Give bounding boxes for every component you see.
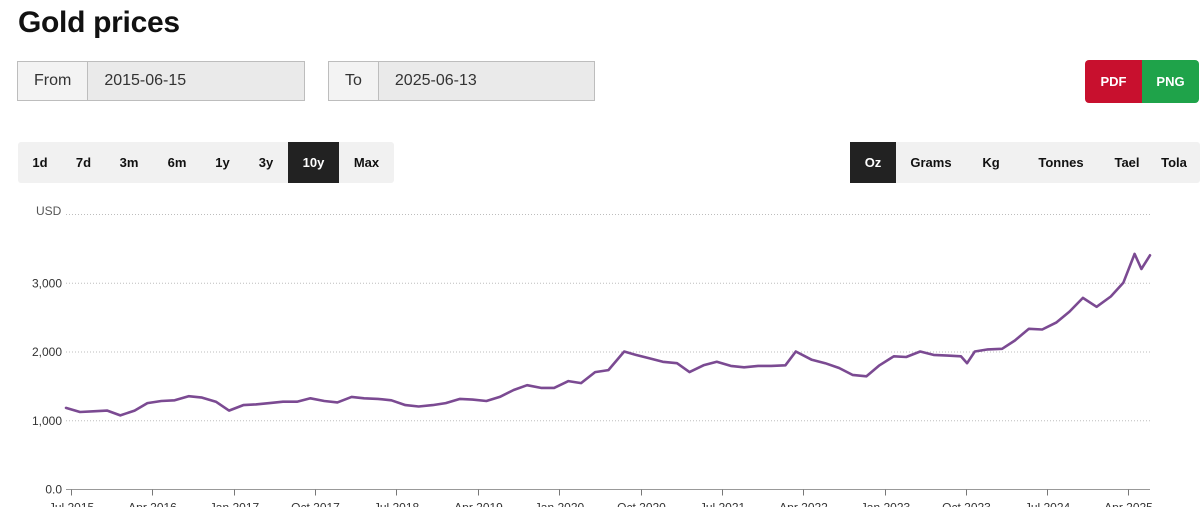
range-option-3y[interactable]: 3y xyxy=(258,155,274,170)
x-tick-label: Jan 2020 xyxy=(535,501,585,507)
y-axis-unit-label: USD xyxy=(36,204,62,218)
export-png-button[interactable]: PNG xyxy=(1142,60,1199,103)
x-tick-label: Oct 2020 xyxy=(617,501,666,507)
range-option-max[interactable]: Max xyxy=(353,155,380,170)
range-option-1d[interactable]: 1d xyxy=(32,155,48,170)
from-date-group[interactable]: From 2015-06-15 xyxy=(17,61,305,101)
x-axis: Jul 2015 Apr 2016 Jan 2017 Oct 2017 Jul 2018… xyxy=(49,489,1153,507)
x-tick-label: Jul 2021 xyxy=(700,501,746,507)
grid-lines xyxy=(66,214,1150,422)
x-tick-label: Jul 2024 xyxy=(1025,501,1071,507)
from-label: From xyxy=(18,62,89,100)
range-option-6m[interactable]: 6m xyxy=(167,155,187,170)
x-tick-label: Apr 2025 xyxy=(1104,501,1153,507)
x-tick-label: Oct 2023 xyxy=(942,501,991,507)
unit-option-oz[interactable]: Oz xyxy=(850,142,896,183)
range-option-7d[interactable]: 7d xyxy=(75,155,92,170)
price-line xyxy=(64,252,1152,417)
weight-unit-selector: Oz Grams Kg Tonnes Tael Tola xyxy=(850,142,1200,183)
chart-canvas: USD 0.0 1,000 2,000 3,000 Jul 2015 Apr 2016 Ja… xyxy=(32,204,1153,507)
x-tick-label: Oct 2017 xyxy=(291,501,340,507)
time-range-selector: 1d 7d 3m 6m 1y 3y 10y Max xyxy=(18,142,394,183)
to-label: To xyxy=(329,62,379,100)
x-tick-label: Apr 2016 xyxy=(128,501,177,507)
to-date-group[interactable]: To 2025-06-13 xyxy=(328,61,595,101)
unit-option-tola[interactable]: Tola xyxy=(1161,155,1187,170)
range-option-1y[interactable]: 1y xyxy=(215,155,230,170)
export-pdf-button[interactable]: PDF xyxy=(1085,60,1142,103)
unit-option-tael[interactable]: Tael xyxy=(1114,155,1140,170)
unit-option-tonnes[interactable]: Tonnes xyxy=(1038,155,1084,170)
y-axis: USD 0.0 1,000 2,000 3,000 xyxy=(32,204,62,497)
export-buttons: PDF PNG xyxy=(1085,60,1199,103)
x-tick-label: Jan 2017 xyxy=(210,501,260,507)
page-title: Gold prices xyxy=(18,6,180,39)
from-date-input[interactable]: 2015-06-15 xyxy=(88,62,304,100)
to-date-input[interactable]: 2025-06-13 xyxy=(378,62,594,100)
unit-option-grams[interactable]: Grams xyxy=(910,155,952,170)
price-series xyxy=(64,252,1152,417)
y-tick-label: 0.0 xyxy=(45,483,62,497)
y-tick-label: 3,000 xyxy=(32,276,62,290)
x-tick-label: Jul 2015 xyxy=(49,501,95,507)
x-tick-label: Jul 2018 xyxy=(374,501,420,507)
gold-price-chart: USD 0.0 1,000 2,000 3,000 Jul 2015 Apr 2016 Ja… xyxy=(0,195,1200,507)
unit-option-kg[interactable]: Kg xyxy=(982,155,1000,170)
x-tick-label: Jan 2023 xyxy=(861,501,911,507)
x-tick-label: Apr 2019 xyxy=(454,501,503,507)
y-tick-label: 1,000 xyxy=(32,414,62,428)
range-option-10y[interactable]: 10y xyxy=(288,142,339,183)
y-tick-label: 2,000 xyxy=(32,345,62,359)
x-tick-label: Apr 2022 xyxy=(779,501,828,507)
range-option-3m[interactable]: 3m xyxy=(119,155,139,170)
